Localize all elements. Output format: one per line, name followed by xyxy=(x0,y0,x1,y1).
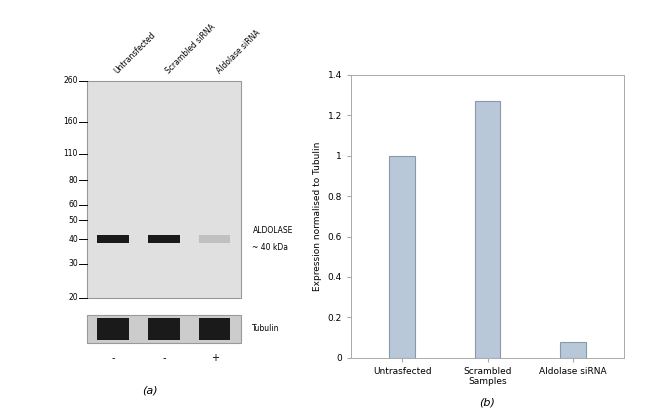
Bar xyxy=(199,235,231,243)
Bar xyxy=(199,318,231,340)
Text: 80: 80 xyxy=(68,176,78,185)
Text: (b): (b) xyxy=(480,398,495,408)
Text: +: + xyxy=(211,353,219,363)
Bar xyxy=(389,156,415,358)
Text: 30: 30 xyxy=(68,259,78,268)
Bar xyxy=(560,342,586,358)
Text: 60: 60 xyxy=(68,201,78,209)
Text: 110: 110 xyxy=(64,149,78,158)
Text: 260: 260 xyxy=(64,76,78,85)
Bar xyxy=(86,81,241,298)
Bar xyxy=(97,235,129,243)
Text: Aldolase siRNA: Aldolase siRNA xyxy=(214,28,262,75)
Bar xyxy=(474,101,500,358)
Bar xyxy=(148,318,179,340)
Text: ALDOLASE: ALDOLASE xyxy=(252,226,293,235)
Text: Scrambled siRNA: Scrambled siRNA xyxy=(164,22,216,75)
Text: (a): (a) xyxy=(142,385,157,395)
Bar xyxy=(148,235,179,243)
Text: 40: 40 xyxy=(68,235,78,244)
Text: 160: 160 xyxy=(64,117,78,126)
Text: Untransfected: Untransfected xyxy=(113,30,158,75)
Text: -: - xyxy=(162,353,166,363)
Text: 20: 20 xyxy=(68,293,78,302)
Text: 50: 50 xyxy=(68,216,78,225)
Y-axis label: Expression normalised to Tubulin: Expression normalised to Tubulin xyxy=(313,141,322,291)
Text: ~ 40 kDa: ~ 40 kDa xyxy=(252,243,289,252)
Bar xyxy=(97,318,129,340)
Bar xyxy=(86,314,241,343)
Text: -: - xyxy=(111,353,114,363)
Text: Tubulin: Tubulin xyxy=(252,324,280,333)
